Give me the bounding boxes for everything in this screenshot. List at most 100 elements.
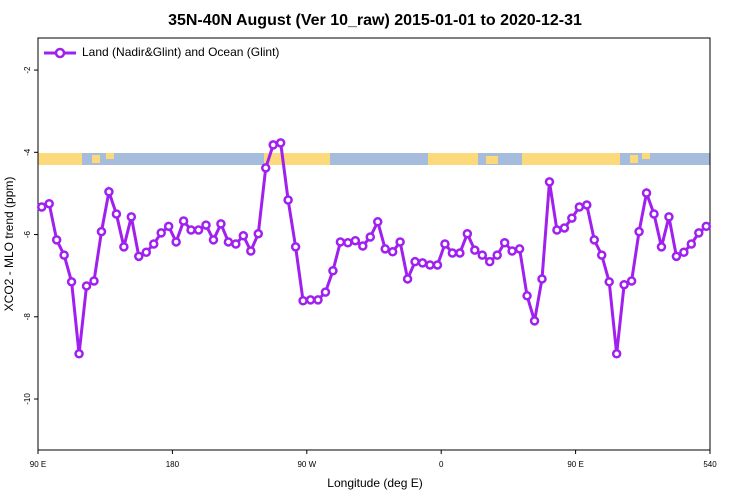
point	[574, 202, 585, 212]
point	[51, 235, 62, 245]
point	[529, 316, 540, 326]
point	[74, 349, 84, 359]
point	[664, 212, 674, 222]
point	[484, 256, 495, 267]
x-tick-label: 90 E	[30, 460, 46, 469]
point	[626, 276, 637, 286]
x-tick-label: 0	[439, 460, 444, 469]
point	[148, 239, 159, 249]
point	[567, 213, 577, 223]
series-line	[41, 140, 708, 354]
point	[96, 226, 107, 237]
point	[186, 225, 196, 235]
point	[596, 250, 607, 260]
point	[470, 245, 480, 255]
point	[455, 248, 465, 258]
point	[514, 244, 525, 254]
point	[156, 228, 166, 238]
point	[380, 244, 390, 254]
point	[111, 209, 122, 219]
point	[283, 195, 293, 205]
point	[402, 274, 413, 284]
point	[171, 237, 181, 247]
point	[44, 198, 54, 209]
point	[507, 246, 517, 256]
chart-title: 35N-40N August (Ver 10_raw) 2015-01-01 t…	[168, 12, 582, 29]
point	[253, 228, 264, 239]
point	[193, 225, 204, 235]
y-axis-label: XCO2 - MLO trend (ppm)	[2, 177, 16, 312]
legend-marker	[54, 47, 66, 59]
point	[417, 258, 428, 268]
point	[372, 217, 383, 227]
point	[477, 250, 488, 260]
x-tick-label: 90 E	[567, 460, 583, 469]
point	[298, 295, 308, 306]
point	[499, 238, 510, 248]
point	[36, 202, 47, 212]
point	[387, 247, 398, 257]
y-tick-label: -6	[23, 230, 32, 238]
point	[208, 235, 219, 245]
point	[694, 228, 704, 238]
x-tick-label: 180	[166, 460, 180, 469]
point	[656, 242, 667, 252]
point	[163, 221, 174, 232]
point	[440, 239, 450, 249]
x-tick-label: 540	[703, 460, 717, 469]
point	[343, 238, 353, 248]
point	[522, 291, 532, 301]
point	[305, 295, 316, 305]
point	[701, 221, 712, 232]
point	[395, 237, 405, 247]
point	[559, 223, 570, 233]
x-axis-label: Longitude (deg E)	[327, 476, 422, 490]
point	[119, 242, 129, 252]
point	[432, 260, 443, 270]
point	[268, 140, 278, 150]
point	[246, 246, 256, 256]
point	[350, 235, 361, 246]
plot-frame	[37, 37, 711, 451]
point	[328, 265, 338, 276]
point	[313, 295, 323, 305]
point	[544, 177, 555, 187]
point	[425, 260, 435, 270]
point	[134, 251, 144, 262]
point	[492, 250, 502, 260]
point	[223, 237, 234, 247]
point	[634, 226, 644, 237]
land-ocean-strip	[38, 153, 710, 165]
point	[320, 287, 331, 297]
point	[410, 256, 420, 267]
point	[238, 231, 249, 241]
point	[358, 241, 368, 251]
point	[81, 281, 92, 291]
point	[589, 235, 600, 245]
point	[335, 237, 346, 247]
point	[66, 277, 77, 287]
x-tick-label: 90 W	[297, 460, 316, 469]
y-tick-label: -10	[23, 393, 32, 405]
point	[671, 251, 682, 262]
y-tick-label: -8	[23, 313, 32, 321]
point	[537, 274, 547, 284]
point	[686, 239, 697, 249]
point	[104, 187, 114, 197]
y-tick-label: -2	[23, 66, 32, 74]
point	[462, 228, 473, 239]
point	[649, 209, 659, 219]
point	[365, 232, 376, 242]
point	[447, 248, 458, 258]
point	[89, 276, 99, 286]
point	[552, 225, 562, 235]
point	[611, 349, 622, 359]
point	[619, 279, 629, 290]
y-tick-label: -4	[23, 148, 32, 156]
point	[201, 220, 211, 230]
point	[59, 250, 69, 260]
point	[141, 247, 152, 257]
point	[582, 200, 592, 210]
legend-label: Land (Nadir&Glint) and Ocean (Glint)	[82, 45, 279, 59]
